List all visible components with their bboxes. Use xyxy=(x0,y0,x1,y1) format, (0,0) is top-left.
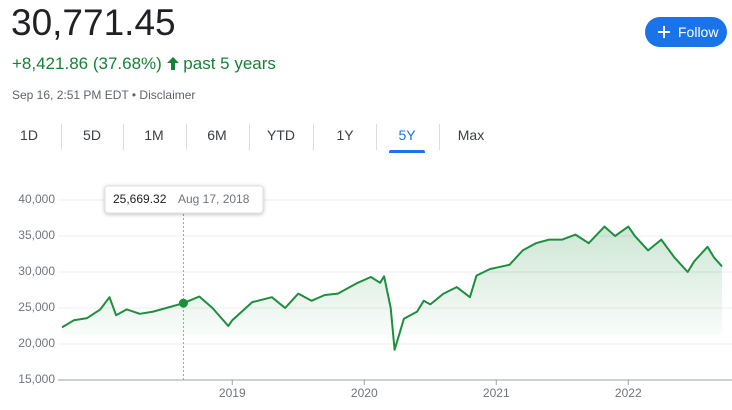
x-tick-label: 2022 xyxy=(615,386,642,400)
tab-separator xyxy=(60,124,62,150)
up-arrow xyxy=(166,57,179,70)
x-tick-label: 2019 xyxy=(219,386,246,400)
area xyxy=(62,226,722,350)
line xyxy=(61,225,723,351)
y-tick-label: 40,000 xyxy=(18,192,55,206)
tab[interactable]: 1D xyxy=(20,127,38,143)
x-tick-label: 2020 xyxy=(351,386,378,400)
timestamp: Sep 16, 2:51 PM EDT xyxy=(12,88,129,102)
tab[interactable]: YTD xyxy=(267,127,295,143)
y-tick-label: 30,000 xyxy=(18,264,55,278)
chart: 15,000 20,000 25,000 30,000 35,000 40,000 2019… xyxy=(18,185,732,400)
y-tick-label: 15,000 xyxy=(18,372,55,386)
hover-point xyxy=(178,298,188,308)
tooltip-value: 25,669.32 xyxy=(113,192,167,206)
tab[interactable]: 5Y xyxy=(398,127,416,143)
tab[interactable]: 5D xyxy=(83,127,101,143)
tooltip-box xyxy=(104,185,264,214)
tab[interactable]: 6M xyxy=(207,127,227,143)
follow-label: Follow xyxy=(678,24,719,40)
tab-separator xyxy=(185,124,187,150)
change: +8,421.86 (37.68%) xyxy=(12,54,162,73)
period: past 5 years xyxy=(183,54,276,73)
tab[interactable]: Max xyxy=(457,127,485,143)
y-tick-label: 20,000 xyxy=(18,336,55,350)
timestamp-row: Sep 16, 2:51 PM EDT • Disclaimer xyxy=(12,88,195,102)
y-tick-label: 35,000 xyxy=(18,228,55,242)
plus-icon xyxy=(658,26,670,38)
y-tick-label: 25,000 xyxy=(18,300,55,314)
price: 30,771.45 xyxy=(11,2,176,43)
tab[interactable]: 1M xyxy=(144,127,164,143)
disclaimer[interactable]: Disclaimer xyxy=(139,88,196,102)
tab-underline xyxy=(389,150,425,153)
follow-button[interactable]: Follow xyxy=(645,17,727,47)
separator: • xyxy=(131,88,137,102)
x-tick-label: 2021 xyxy=(483,386,510,400)
tab-separator xyxy=(376,124,377,150)
tooltip-date: Aug 17, 2018 xyxy=(178,192,250,206)
tab-separator xyxy=(123,124,124,150)
tooltip: 25,669.32 Aug 17, 2018 xyxy=(104,185,264,214)
change-row: +8,421.86 (37.68%) past 5 years xyxy=(12,54,276,74)
tab-separator xyxy=(249,124,250,150)
tab-separator xyxy=(439,124,440,150)
tab-separator xyxy=(313,124,314,150)
tab[interactable]: 1Y xyxy=(336,127,354,143)
